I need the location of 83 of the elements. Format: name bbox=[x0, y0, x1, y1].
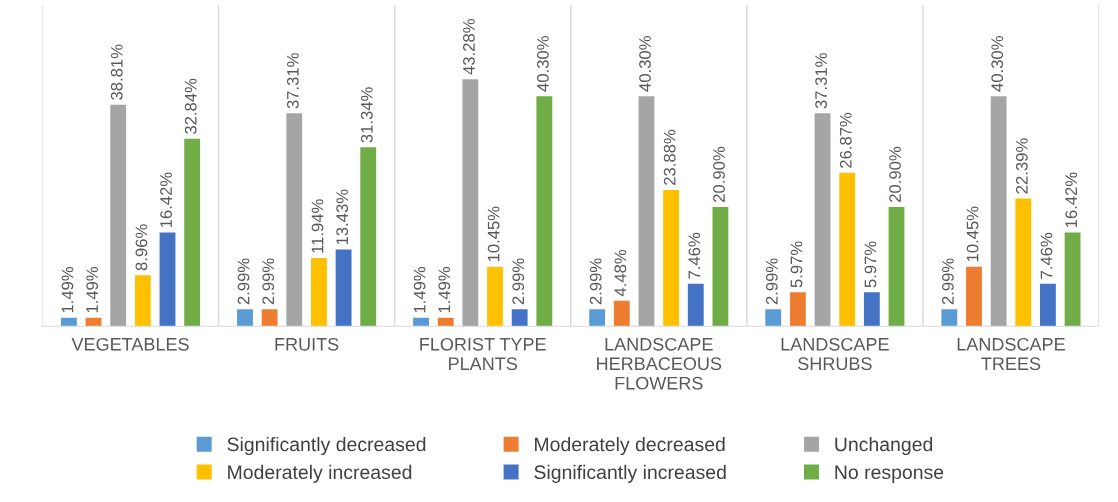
bar bbox=[687, 283, 704, 327]
bar bbox=[814, 113, 831, 327]
bar bbox=[511, 309, 528, 327]
data-label: 13.43% bbox=[336, 189, 349, 245]
bar bbox=[413, 317, 429, 327]
data-label: 2.99% bbox=[589, 258, 602, 305]
bar bbox=[237, 309, 253, 327]
data-label: 2.99% bbox=[512, 258, 525, 305]
data-label: 1.49% bbox=[86, 266, 99, 313]
data-label: 1.49% bbox=[61, 266, 74, 313]
data-label: 40.30% bbox=[639, 36, 651, 92]
data-label: 2.99% bbox=[765, 258, 778, 305]
data-label: 10.45% bbox=[487, 206, 500, 262]
bar bbox=[462, 79, 479, 327]
bar bbox=[134, 275, 151, 327]
bar bbox=[184, 138, 201, 327]
bar bbox=[613, 300, 630, 327]
legend-label: Moderately increased bbox=[228, 464, 412, 483]
x-tick-label: LANDSCAPE HERBACEOUS FLOWERS bbox=[597, 337, 722, 390]
bar bbox=[863, 292, 880, 327]
bar bbox=[589, 309, 606, 327]
data-label: 37.31% bbox=[286, 53, 299, 109]
bar bbox=[335, 249, 352, 327]
data-label: 26.87% bbox=[839, 112, 852, 168]
data-label: 7.46% bbox=[1040, 232, 1053, 279]
data-label: 7.46% bbox=[688, 232, 701, 279]
x-tick-label: FRUITS bbox=[275, 337, 339, 351]
bar bbox=[638, 96, 655, 327]
bar bbox=[966, 266, 982, 327]
data-label: 10.45% bbox=[966, 206, 979, 262]
bar bbox=[159, 232, 176, 327]
data-label: 40.30% bbox=[991, 36, 1004, 92]
data-label: 1.49% bbox=[438, 266, 451, 313]
x-tick-label: FLORIST TYPE PLANTS bbox=[420, 337, 546, 371]
bar bbox=[1015, 198, 1032, 327]
data-label: 2.99% bbox=[262, 258, 275, 305]
bar bbox=[990, 96, 1007, 327]
bar bbox=[60, 317, 77, 327]
bar bbox=[888, 206, 905, 327]
bar bbox=[261, 309, 278, 327]
x-tick-label: LANDSCAPE SHRUBS bbox=[781, 337, 889, 371]
bar bbox=[712, 206, 729, 327]
data-label: 2.99% bbox=[237, 258, 250, 305]
bar bbox=[765, 309, 782, 327]
data-label: 31.34% bbox=[360, 87, 373, 143]
legend-label: Unchanged bbox=[835, 436, 933, 456]
bar bbox=[311, 258, 327, 327]
bar bbox=[437, 317, 454, 327]
bar bbox=[110, 104, 127, 327]
data-label: 4.48% bbox=[614, 249, 627, 297]
bar bbox=[1040, 283, 1056, 327]
legend-label: Significantly decreased bbox=[227, 436, 426, 456]
data-label: 20.90% bbox=[889, 146, 901, 202]
data-label: 16.42% bbox=[160, 172, 172, 228]
data-label: 40.30% bbox=[537, 36, 549, 92]
legend-label: Moderately decreased bbox=[535, 436, 725, 456]
data-label: 32.84% bbox=[184, 78, 197, 134]
data-label: 11.94% bbox=[311, 199, 324, 253]
bar bbox=[941, 309, 958, 327]
bar bbox=[789, 292, 806, 327]
data-label: 23.88% bbox=[663, 129, 676, 185]
data-label: 22.39% bbox=[1015, 138, 1028, 194]
legend-label: No response bbox=[835, 465, 944, 483]
bar bbox=[1064, 232, 1081, 327]
bar bbox=[487, 266, 503, 327]
data-label: 1.49% bbox=[413, 266, 426, 313]
legend-label: Significantly increased bbox=[534, 464, 726, 483]
bar bbox=[536, 96, 553, 327]
data-label: 38.81% bbox=[110, 44, 123, 100]
data-label: 43.28% bbox=[463, 19, 475, 75]
data-label: 8.96% bbox=[135, 224, 148, 271]
data-label: 20.90% bbox=[713, 146, 725, 202]
data-label: 5.97% bbox=[864, 241, 877, 288]
data-label: 2.99% bbox=[941, 258, 954, 305]
data-label: 5.97% bbox=[790, 241, 803, 288]
data-label: 16.42% bbox=[1065, 172, 1078, 228]
bar bbox=[839, 172, 856, 327]
data-label: 37.31% bbox=[815, 53, 828, 109]
bar bbox=[360, 147, 377, 327]
bar bbox=[286, 113, 303, 327]
x-tick-label: LANDSCAPE TREES bbox=[957, 337, 1065, 371]
bar bbox=[663, 189, 680, 327]
x-tick-label: VEGETABLES bbox=[71, 337, 189, 351]
